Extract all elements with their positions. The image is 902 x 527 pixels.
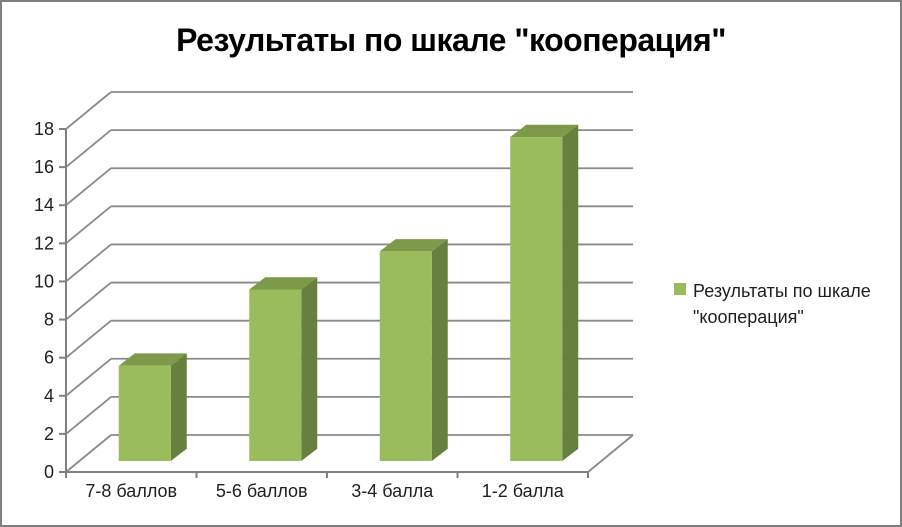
gridline-diagonal	[65, 434, 112, 473]
x-category-label: 1-2 балла	[482, 481, 565, 501]
gridline-diagonal	[65, 243, 112, 283]
gridline-diagonal	[65, 129, 112, 168]
y-tick-label: 12	[34, 233, 54, 253]
gridline-diagonal	[65, 396, 112, 435]
y-tick-label: 10	[34, 271, 54, 291]
legend-label: Результаты по шкале "кооперация"	[693, 281, 871, 327]
floor-right-edge	[587, 434, 634, 473]
gridline-diagonal	[65, 358, 112, 397]
y-tick-label: 0	[44, 462, 54, 482]
x-category-label: 7-8 баллов	[85, 481, 177, 501]
y-tick-label: 6	[44, 348, 54, 368]
legend: Результаты по шкале "кооперация"	[674, 278, 875, 330]
gridline-diagonal	[65, 319, 112, 359]
y-tick-label: 4	[44, 386, 54, 406]
y-tick-label: 8	[44, 310, 54, 330]
bar	[118, 365, 171, 461]
bar-side-face	[170, 353, 187, 461]
gridline-diagonal	[65, 167, 112, 206]
bar	[379, 251, 432, 461]
gridline-diagonal	[65, 281, 112, 321]
bar-side-face	[562, 124, 579, 461]
bar-top-face	[118, 353, 187, 366]
bar	[249, 289, 302, 461]
bar-top-face	[510, 124, 579, 138]
bar-side-face	[301, 277, 318, 461]
y-tick-label: 18	[34, 119, 54, 139]
x-category-label: 3-4 балла	[351, 481, 434, 501]
bar-top-face	[249, 277, 318, 290]
legend-swatch	[674, 283, 686, 295]
y-tick-label: 14	[34, 195, 54, 215]
gridline-diagonal	[65, 91, 112, 130]
x-category-label: 5-6 баллов	[216, 481, 308, 501]
y-tick-label: 16	[34, 157, 54, 177]
y-tick-label: 2	[44, 424, 54, 444]
gridline-diagonal	[65, 205, 112, 245]
bar-side-face	[431, 239, 448, 461]
bar	[510, 137, 563, 462]
bar-top-face	[379, 239, 448, 252]
chart-title: Результаты по шкале "кооперация"	[176, 22, 726, 58]
